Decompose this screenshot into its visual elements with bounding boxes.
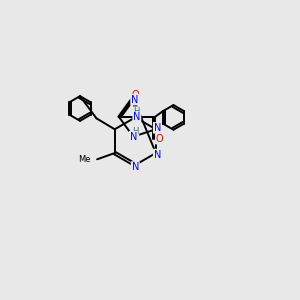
Text: H: H xyxy=(132,127,139,136)
Text: N: N xyxy=(131,94,138,105)
Text: N: N xyxy=(154,123,161,133)
Text: O: O xyxy=(156,134,164,144)
Text: N: N xyxy=(130,132,137,142)
Text: Me: Me xyxy=(78,155,91,164)
Text: H: H xyxy=(134,107,140,116)
Text: O: O xyxy=(131,90,139,100)
Text: N: N xyxy=(133,112,140,122)
Text: N: N xyxy=(154,149,161,160)
Text: N: N xyxy=(132,162,139,172)
